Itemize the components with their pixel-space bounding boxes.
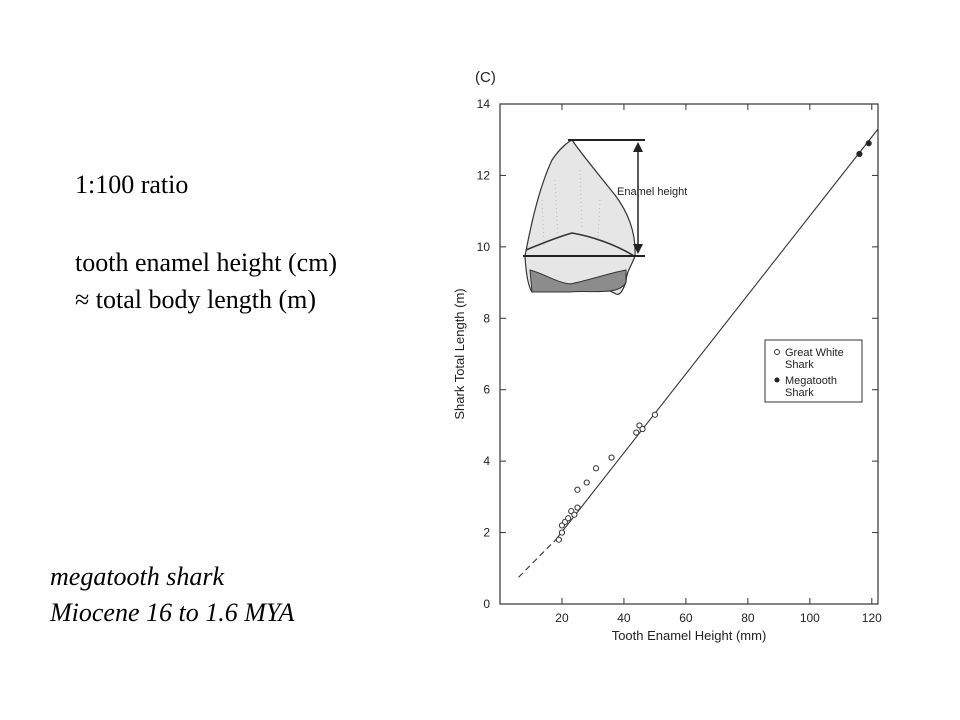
y-tick-label: 8 bbox=[483, 311, 490, 325]
plot-frame bbox=[499, 103, 879, 605]
formula-line-2: ≈ total body length (m) bbox=[75, 285, 317, 314]
species-caption: megatooth shark bbox=[50, 562, 225, 591]
x-tick-label: 60 bbox=[679, 611, 693, 625]
great-white-point bbox=[608, 454, 615, 461]
formula-line-1: tooth enamel height (cm) bbox=[75, 248, 338, 277]
tooth-illustration-icon bbox=[524, 139, 636, 295]
y-tick-label: 0 bbox=[483, 597, 490, 611]
x-tick-label: 120 bbox=[862, 611, 882, 625]
fit-line-extrapolated bbox=[518, 539, 557, 578]
data-points bbox=[555, 140, 872, 543]
great-white-point bbox=[574, 504, 581, 511]
legend-entry-great-white-cont: Shark bbox=[785, 359, 814, 371]
y-tick-label: 6 bbox=[483, 383, 490, 397]
fit-line bbox=[555, 128, 879, 541]
y-axis-label: Shark Total Length (m) bbox=[452, 288, 467, 419]
x-tick-label: 80 bbox=[741, 611, 755, 625]
legend-open-circle-icon bbox=[774, 349, 780, 355]
great-white-point bbox=[558, 529, 566, 536]
y-axis-ticks: 0 2 4 6 8 10 12 14 bbox=[477, 97, 878, 611]
x-tick-label: 100 bbox=[800, 611, 820, 625]
legend: Great White Shark Megatooth Shark bbox=[764, 339, 863, 403]
y-tick-label: 4 bbox=[483, 454, 490, 468]
enamel-height-marker bbox=[523, 139, 645, 257]
enamel-height-label: Enamel height bbox=[617, 186, 687, 198]
great-white-point bbox=[565, 515, 572, 522]
x-tick-label: 20 bbox=[555, 611, 569, 625]
great-white-point bbox=[592, 465, 600, 472]
legend-entry-great-white: Great White bbox=[785, 347, 844, 359]
megatooth-point bbox=[865, 140, 872, 147]
x-axis-label: Tooth Enamel Height (mm) bbox=[612, 628, 767, 643]
great-white-point bbox=[633, 429, 640, 436]
great-white-point bbox=[555, 536, 562, 543]
legend-filled-circle-icon bbox=[774, 377, 780, 383]
great-white-point bbox=[574, 486, 581, 493]
legend-entry-megatooth: Megatooth bbox=[785, 375, 837, 387]
y-tick-label: 2 bbox=[483, 526, 490, 540]
y-tick-label: 12 bbox=[477, 168, 491, 182]
x-tick-label: 40 bbox=[617, 611, 631, 625]
legend-entry-megatooth-cont: Shark bbox=[785, 387, 814, 399]
y-tick-label: 14 bbox=[477, 97, 491, 111]
y-tick-label: 10 bbox=[477, 240, 491, 254]
ratio-note: 1:100 ratio bbox=[75, 170, 189, 199]
great-white-point bbox=[571, 511, 578, 518]
panel-label: (C) bbox=[475, 69, 496, 86]
era-caption: Miocene 16 to 1.6 MYA bbox=[50, 598, 295, 627]
megatooth-point bbox=[856, 150, 863, 158]
great-white-point bbox=[583, 479, 590, 486]
x-axis-ticks: 20 40 60 80 100 120 bbox=[555, 104, 882, 625]
scatter-chart: (C) 20 40 60 80 100 120 0 2 4 6 8 10 12 14 Tooth Ena… bbox=[452, 69, 882, 643]
great-white-point bbox=[651, 411, 659, 418]
great-white-point bbox=[639, 425, 646, 433]
